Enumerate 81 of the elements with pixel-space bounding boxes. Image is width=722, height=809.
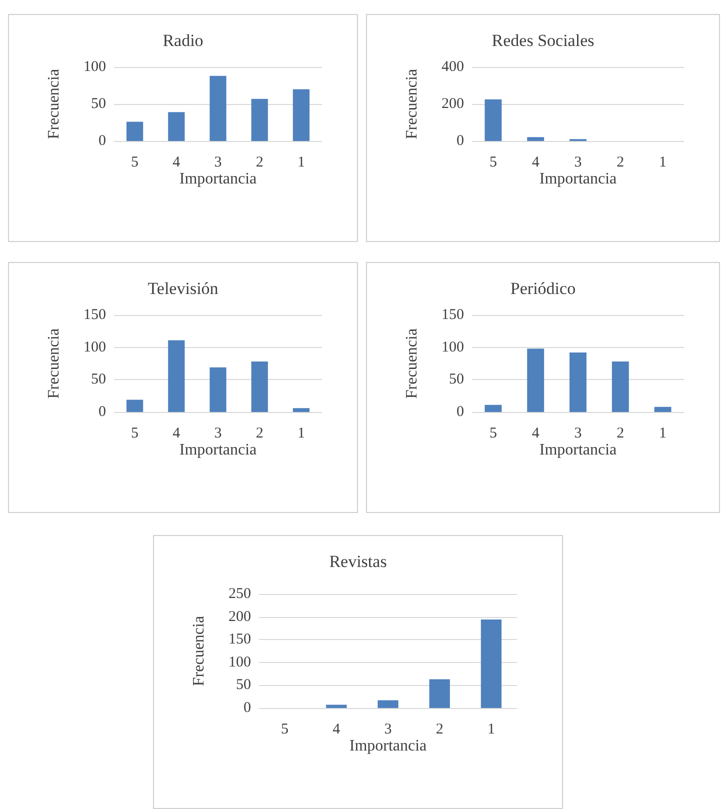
bar xyxy=(378,700,398,708)
y-tick-label: 100 xyxy=(84,59,106,75)
y-tick-label: 0 xyxy=(98,133,106,149)
bar xyxy=(210,367,226,412)
y-axis-title: Frecuencia xyxy=(404,68,420,140)
x-tick-label: 4 xyxy=(532,154,540,170)
x-tick-label: 3 xyxy=(574,154,582,170)
bar xyxy=(168,112,185,141)
y-tick-label: 0 xyxy=(456,133,464,149)
bar xyxy=(251,362,268,412)
y-tick-label: 200 xyxy=(228,608,251,625)
bar xyxy=(612,362,629,412)
bar xyxy=(527,348,544,412)
y-tick-label: 0 xyxy=(98,404,106,420)
bar xyxy=(527,137,544,141)
bar xyxy=(210,76,226,141)
x-tick-label: 5 xyxy=(489,154,497,170)
bar xyxy=(570,352,586,412)
x-tick-label: 2 xyxy=(436,722,444,738)
x-tick-label: 3 xyxy=(214,154,222,170)
y-tick-label: 50 xyxy=(236,677,251,694)
bar xyxy=(484,99,502,141)
y-tick-label: 0 xyxy=(456,404,464,420)
x-axis-title: Importancia xyxy=(539,441,617,458)
bar xyxy=(292,89,310,141)
x-tick-label: 1 xyxy=(487,722,495,738)
chart-title: Periódico xyxy=(510,279,576,298)
y-tick-label: 100 xyxy=(84,339,106,356)
bar xyxy=(126,400,144,412)
bar xyxy=(326,704,347,708)
x-tick-label: 4 xyxy=(172,154,181,170)
x-axis-title: Importancia xyxy=(539,170,617,188)
bar xyxy=(126,122,144,141)
y-tick-label: 50 xyxy=(449,372,464,388)
x-axis-title: Importancia xyxy=(179,170,257,188)
x-tick-label: 4 xyxy=(532,426,540,442)
y-tick-label: 0 xyxy=(244,700,251,716)
x-tick-label: 4 xyxy=(172,426,181,442)
x-axis-title: Importancia xyxy=(349,737,427,754)
y-axis-title: Frecuencia xyxy=(46,68,62,140)
chart-title: Radio xyxy=(162,31,204,50)
chart-title: Televisión xyxy=(148,279,219,298)
x-tick-label: 2 xyxy=(616,426,624,442)
y-tick-label: 150 xyxy=(228,632,251,648)
x-tick-label: 2 xyxy=(616,154,624,170)
x-tick-label: 2 xyxy=(256,154,264,170)
x-tick-label: 3 xyxy=(574,426,582,442)
y-tick-label: 150 xyxy=(442,307,464,323)
y-axis-title: Frecuencia xyxy=(46,328,62,399)
x-tick-label: 5 xyxy=(489,426,497,442)
bar xyxy=(484,404,502,412)
bar xyxy=(429,679,450,708)
chart-title: Revistas xyxy=(329,552,387,571)
y-axis-title: Frecuencia xyxy=(404,328,420,399)
y-tick-label: 50 xyxy=(91,96,106,112)
y-tick-label: 250 xyxy=(228,586,251,602)
bar xyxy=(292,408,310,412)
y-tick-label: 50 xyxy=(91,372,106,388)
x-tick-label: 5 xyxy=(281,722,289,738)
bar xyxy=(168,340,185,412)
bar xyxy=(654,406,672,412)
x-axis-title: Importancia xyxy=(179,441,257,458)
x-tick-label: 5 xyxy=(131,154,139,170)
x-tick-label: 5 xyxy=(131,426,139,442)
bar xyxy=(251,98,268,141)
chart-title: Redes Sociales xyxy=(492,31,594,50)
bar xyxy=(480,620,502,708)
x-tick-label: 4 xyxy=(332,722,341,738)
y-tick-label: 150 xyxy=(84,307,106,323)
x-tick-label: 1 xyxy=(297,154,305,170)
x-tick-label: 1 xyxy=(297,426,305,442)
y-axis-title: Frecuencia xyxy=(190,616,208,686)
y-tick-label: 100 xyxy=(228,654,251,670)
y-tick-label: 100 xyxy=(442,339,464,356)
x-tick-label: 3 xyxy=(214,426,222,442)
y-tick-label: 400 xyxy=(442,59,464,75)
x-tick-label: 1 xyxy=(659,154,667,170)
x-tick-label: 2 xyxy=(256,426,264,442)
y-tick-label: 200 xyxy=(442,96,464,112)
x-tick-label: 3 xyxy=(384,722,392,738)
x-tick-label: 1 xyxy=(659,426,667,442)
